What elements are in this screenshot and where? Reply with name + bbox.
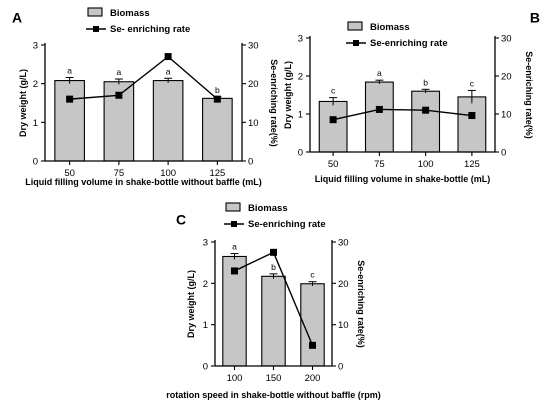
panel-b-bar-50: [318, 100, 348, 153]
panel-b-legend-bar-swatch: [347, 21, 363, 31]
panel-a-bar-125: [202, 97, 233, 162]
panel-b-ytick-label-1: 1: [298, 110, 303, 121]
panel-c-xlabel: rotation speed in shake-bottle without b…: [166, 390, 381, 400]
panel-b-legend-biomass: Biomass: [370, 22, 410, 33]
panel-b-xtick-label-125: 125: [464, 159, 480, 170]
panel-c-y2tick-label-30: 30: [338, 238, 349, 249]
panel-c-sig-label-150: b: [271, 262, 276, 272]
panel-b-sig-label-75: a: [377, 68, 382, 78]
panel-c-xtick-label-150: 150: [266, 373, 282, 384]
panel-a-bar-50: [54, 80, 85, 162]
panel-a-ytick-label-1: 1: [33, 118, 38, 129]
panel-a-legend-rate: Se- enriching rate: [110, 24, 190, 35]
panel-b-rate-point-75: [375, 105, 383, 113]
panel-c-legend-rate: Se-enriching rate: [248, 219, 326, 230]
panel-b-y2tick-label-20: 20: [501, 72, 512, 83]
panel-b-y2tick-label-0: 0: [501, 148, 506, 159]
panel-a-ylabel: Dry weight (g/L): [18, 69, 28, 137]
panel-c-xtick-label-100: 100: [227, 373, 243, 384]
panel-c-sig-label-200: c: [310, 270, 315, 280]
panel-c-bar-150: [261, 275, 286, 367]
panel-a-legend-biomass: Biomass: [110, 8, 150, 19]
panel-b-legend-rate: Se-enriching rate: [370, 38, 448, 49]
panel-b-letter: B: [530, 9, 540, 25]
panel-c-ylabel: Dry weight (g/L): [186, 270, 196, 338]
panel-c-legend-biomass: Biomass: [248, 203, 288, 214]
panel-a-rate-point-100: [164, 53, 172, 61]
panel-a-y2label: Se-enriching rate(%): [269, 59, 279, 147]
panel-a-rate-line: [69, 55, 218, 100]
panel-b-ylabel: Dry weight (g/L): [283, 61, 293, 129]
panel-c-legend-line-marker: [231, 221, 237, 227]
panel-b-bar-75: [364, 81, 394, 153]
panel-a-bar-100: [152, 80, 184, 162]
panel-c-xtick-label-200: 200: [305, 373, 321, 384]
panel-a-y2tick-label-10: 10: [248, 118, 259, 129]
panel-a-y2tick-label-30: 30: [248, 41, 259, 52]
panel-a-xtick-label-125: 125: [209, 168, 225, 179]
panel-a-letter: A: [12, 9, 22, 25]
panel-c-ytick-label-3: 3: [203, 238, 208, 249]
panel-b-ytick-label-0: 0: [298, 148, 303, 159]
panel-a-sig-label-50: a: [67, 65, 72, 75]
panel-b-xtick-label-100: 100: [418, 159, 434, 170]
panel-a-legend-line-marker: [93, 26, 99, 32]
panel-a-legend-bar-swatch: [87, 7, 103, 17]
panel-b-ytick-label-3: 3: [298, 34, 303, 45]
panel-b-xlabel: Liquid filling volume in shake-bottle (m…: [315, 174, 491, 184]
panel-b-rate-point-100: [422, 106, 430, 114]
panel-c-ytick-label-0: 0: [203, 362, 208, 373]
panel-a-sig-label-100: a: [166, 66, 171, 76]
panel-b-y2label: Se-enriching rate(%): [524, 51, 534, 139]
panel-c-legend-bar-swatch: [225, 202, 241, 212]
panel-b-bar-100: [411, 90, 441, 153]
panel-b-ytick-label-2: 2: [298, 72, 303, 83]
panel-a-rate-point-50: [66, 95, 74, 103]
panel-a-ytick-label-2: 2: [33, 79, 38, 90]
panel-b-rate-point-50: [329, 116, 337, 124]
panel-b-y2tick-label-30: 30: [501, 34, 512, 45]
panel-c-rate-point-100: [231, 267, 238, 275]
panel-c-ytick-label-1: 1: [203, 320, 208, 331]
panel-a-y2tick-label-20: 20: [248, 79, 259, 90]
panel-a-ytick-label-3: 3: [33, 41, 38, 52]
panel-c-rate-point-150: [270, 248, 277, 256]
panel-a-sig-label-75: a: [117, 67, 122, 77]
panel-c-sig-label-100: a: [232, 242, 237, 252]
panel-c-y2tick-label-10: 10: [338, 320, 349, 331]
panel-b-y2tick-label-10: 10: [501, 110, 512, 121]
panel-a-xlabel: Liquid filling volume in shake-bottle wi…: [25, 177, 262, 187]
panel-a-rate-point-75: [115, 91, 123, 99]
panel-a-xtick-label-100: 100: [160, 168, 176, 179]
panel-b-sig-label-125: c: [470, 78, 475, 88]
panel-b-bar-125: [457, 96, 487, 153]
panel-a-rate-point-125: [213, 95, 221, 103]
panel-b-sig-label-100: b: [423, 77, 428, 87]
panel-a-sig-label-125: b: [215, 85, 220, 95]
panel-a-xtick-label-50: 50: [64, 168, 75, 179]
panel-a-y2tick-label-0: 0: [248, 157, 253, 168]
panel-b-rate-line: [332, 108, 472, 121]
panel-b-legend-line-marker: [353, 40, 359, 46]
panel-c-ytick-label-2: 2: [203, 279, 208, 290]
panel-a-ytick-label-0: 0: [33, 157, 38, 168]
panel-b-xtick-label-75: 75: [374, 159, 385, 170]
panel-c-rate-point-200: [309, 341, 316, 349]
panel-b-rate-point-125: [468, 112, 476, 120]
panel-c-y2tick-label-0: 0: [338, 362, 343, 373]
panel-b-sig-label-50: c: [331, 86, 336, 96]
panel-b-xtick-label-50: 50: [328, 159, 339, 170]
panel-c-letter: C: [176, 211, 186, 227]
panel-a-xtick-label-75: 75: [114, 168, 125, 179]
panel-c-y2label: Se-enriching rate(%): [356, 260, 366, 348]
panel-c-y2tick-label-20: 20: [338, 279, 349, 290]
